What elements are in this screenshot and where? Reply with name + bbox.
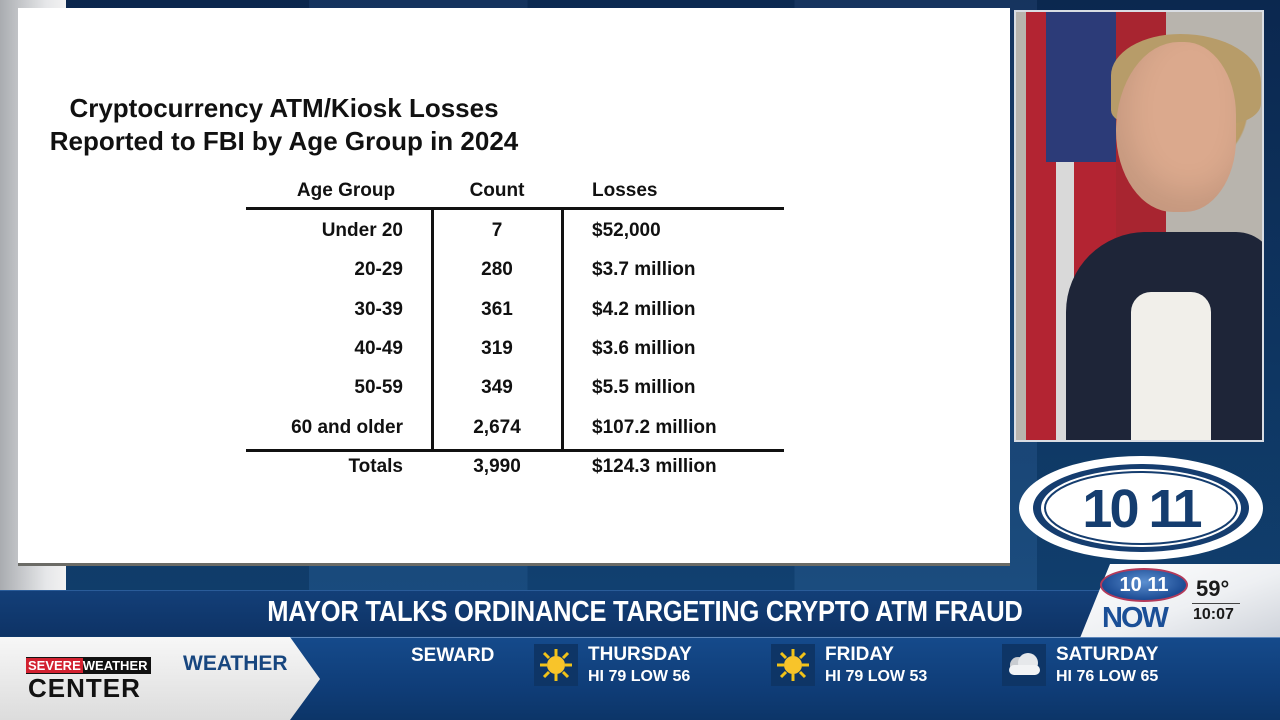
weather-label: WEATHER	[183, 652, 288, 675]
headline-bar	[0, 590, 1100, 636]
totals-losses: $124.3 million	[592, 456, 717, 477]
brand-center: CENTER	[28, 673, 141, 703]
cell-count: 319	[481, 338, 513, 359]
cell-losses: $3.6 million	[592, 338, 696, 359]
forecast-hilo: HI 76 LOW 65	[1056, 668, 1159, 685]
table-totals-row: Totals 3,990 $124.3 million	[246, 452, 784, 482]
cell-age: 60 and older	[291, 417, 403, 438]
forecast-day-name: THURSDAY	[588, 644, 692, 665]
bug-divider	[1192, 603, 1240, 604]
cloud-icon	[1002, 644, 1046, 686]
table-row: 20-29 280 $3.7 million	[246, 255, 784, 285]
weather-brand-panel	[0, 637, 320, 720]
cell-count: 361	[481, 299, 513, 320]
sun-icon	[771, 644, 815, 686]
totals-label: Totals	[348, 456, 403, 477]
cell-age: Under 20	[321, 220, 403, 241]
cell-age: 50-59	[354, 377, 403, 398]
brand-severe: SEVERE	[26, 658, 83, 673]
temperature: 59°	[1196, 576, 1230, 601]
table-header: Age Group Count Losses	[246, 176, 784, 206]
speaker-video-feed	[1014, 10, 1264, 442]
cell-losses: $3.7 million	[592, 259, 696, 280]
table-top-rule	[246, 207, 784, 210]
cell-losses: $107.2 million	[592, 417, 717, 438]
headline-text: MAYOR TALKS ORDINANCE TARGETING CRYPTO A…	[267, 596, 1023, 628]
header-losses: Losses	[592, 180, 658, 201]
forecast-city: SEWARD	[411, 645, 495, 666]
cell-age: 40-49	[354, 338, 403, 359]
totals-count: 3,990	[473, 456, 521, 477]
now-logo-icon: 10 11	[1100, 568, 1188, 602]
table-divider-1	[431, 208, 434, 450]
forecast-hilo: HI 79 LOW 56	[588, 668, 691, 685]
header-age-group: Age Group	[296, 180, 396, 201]
cell-count: 280	[481, 259, 513, 280]
forecast-day-name: SATURDAY	[1056, 644, 1159, 665]
slide-title: Cryptocurrency ATM/Kiosk Losses Reported…	[18, 92, 1010, 158]
cell-losses: $4.2 million	[592, 299, 696, 320]
table-bottom-rule	[246, 449, 784, 452]
station-logo-icon: 10 11	[1019, 456, 1263, 560]
table-row: 50-59 349 $5.5 million	[246, 373, 784, 403]
cell-age: 20-29	[354, 259, 403, 280]
cell-count: 7	[491, 220, 503, 241]
info-slide: Cryptocurrency ATM/Kiosk Losses Reported…	[18, 8, 1010, 566]
forecast-hilo: HI 79 LOW 53	[825, 668, 928, 685]
now-label: NOW	[1102, 602, 1169, 634]
cell-losses: $52,000	[592, 220, 661, 241]
clock: 10:07	[1193, 606, 1234, 623]
table-row: 40-49 319 $3.6 million	[246, 334, 784, 364]
title-line-1: Cryptocurrency ATM/Kiosk Losses	[69, 93, 499, 123]
forecast-day-name: FRIDAY	[825, 644, 894, 665]
header-count: Count	[469, 180, 525, 201]
table-divider-2	[561, 208, 564, 450]
table-row: 30-39 361 $4.2 million	[246, 295, 784, 325]
speaker-face	[1116, 42, 1236, 212]
table-row: 60 and older 2,674 $107.2 million	[246, 413, 784, 443]
svg-text:10 11: 10 11	[1082, 479, 1201, 539]
title-line-2: Reported to FBI by Age Group in 2024	[49, 126, 519, 156]
sun-icon	[534, 644, 578, 686]
brand-weather: WEATHER	[82, 658, 148, 673]
flag-canton	[1046, 12, 1116, 162]
table-row: Under 20 7 $52,000	[246, 216, 784, 246]
severe-weather-brand: SEVERE WEATHER	[26, 657, 151, 674]
cell-losses: $5.5 million	[592, 377, 696, 398]
speaker-shirt	[1131, 292, 1211, 440]
cell-count: 349	[481, 377, 513, 398]
cell-age: 30-39	[354, 299, 403, 320]
cell-count: 2,674	[473, 417, 521, 438]
